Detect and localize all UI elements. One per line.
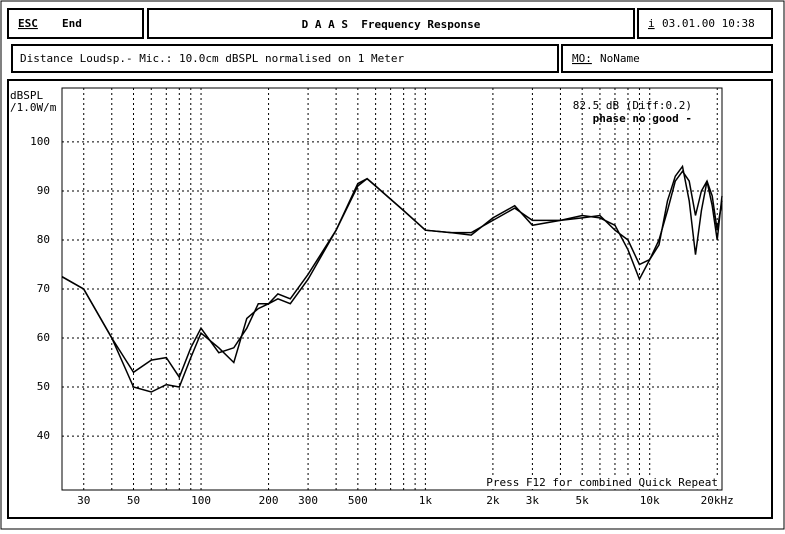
date-box (637, 8, 773, 39)
y-tick-label: 50 (37, 380, 50, 393)
y-label: dBSPL (10, 89, 43, 102)
datetime: 03.01.00 10:38 (662, 17, 755, 30)
info-box (11, 44, 559, 73)
mo-key[interactable]: MO: (572, 52, 592, 65)
x-tick-label: 10k (640, 494, 660, 507)
mo-name: NoName (600, 52, 640, 65)
annotation: phase no good - (593, 112, 692, 125)
title-box (147, 8, 635, 39)
hint-background (462, 476, 721, 489)
info-key[interactable]: i (648, 17, 655, 30)
chart-frame (7, 79, 773, 519)
title: D A A S Frequency Response (302, 18, 481, 31)
x-tick-label: 100 (191, 494, 211, 507)
x-tick-label: 50 (127, 494, 140, 507)
mo-box (561, 44, 773, 73)
x-tick-label: 5k (576, 494, 590, 507)
x-tick-label: 200 (259, 494, 279, 507)
distance: Distance Loudsp.- Mic.: 10.0cm dBSPL nor… (20, 52, 404, 65)
y-tick-label: 100 (30, 135, 50, 148)
x-tick-label: 30 (77, 494, 90, 507)
y-tick-label: 60 (37, 331, 50, 344)
y-unit: /1.0W/m (10, 101, 57, 114)
end-label[interactable]: End (62, 17, 82, 30)
hint: Press F12 for combined Quick Repeat (486, 476, 718, 489)
esc-key[interactable]: ESC (18, 17, 38, 30)
x-tick-label: 500 (348, 494, 368, 507)
annotation: 82.5 dB (Diff:0.2) (573, 99, 692, 112)
response-curve (61, 170, 723, 379)
esc-box[interactable] (7, 8, 144, 39)
y-tick-label: 40 (37, 429, 50, 442)
x-tick-label: 1k (419, 494, 433, 507)
x-tick-label: 3k (526, 494, 540, 507)
x-tick-label: 20kHz (701, 494, 734, 507)
x-tick-label: 300 (298, 494, 318, 507)
x-tick-label: 2k (486, 494, 500, 507)
y-tick-label: 70 (37, 282, 50, 295)
y-tick-label: 80 (37, 233, 50, 246)
y-tick-label: 90 (37, 184, 50, 197)
